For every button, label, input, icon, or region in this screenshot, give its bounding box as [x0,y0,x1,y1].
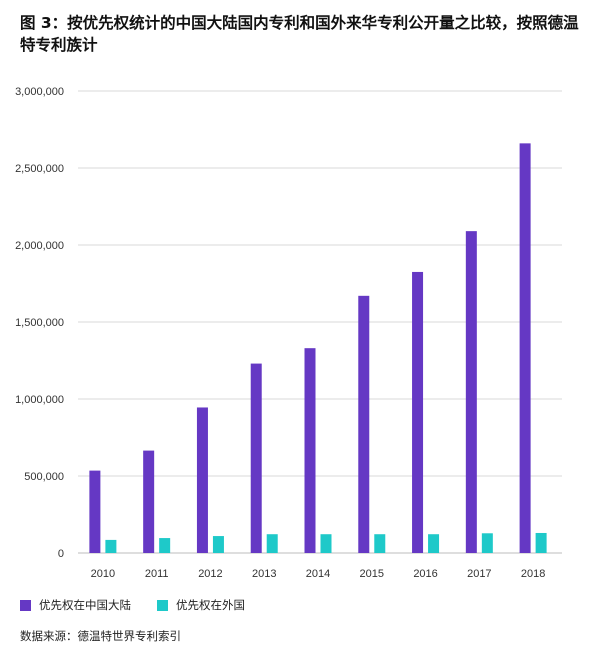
y-tick-label: 0 [58,548,64,560]
gridlines [78,90,562,554]
chart-legend: 优先权在中国大陆 优先权在外国 [20,597,271,613]
bar-domestic-2011 [143,450,155,553]
bar-foreign-2010 [105,539,117,553]
y-tick-label: 1,000,000 [15,394,64,406]
y-tick-label: 2,000,000 [15,240,64,252]
bar-domestic-2017 [465,231,477,553]
bar-chart: 0 500,000 1,000,000 1,500,000 2,000,000 2,500… [15,86,562,580]
bar-foreign-2018 [535,532,547,553]
y-tick-label: 1,500,000 [15,317,64,329]
legend-item-foreign: 优先权在外国 [157,597,245,613]
legend-swatch-domestic [20,599,31,611]
y-tick-label: 2,500,000 [15,163,64,175]
bar-domestic-2010 [89,470,101,553]
bar-domestic-2014 [304,348,316,553]
legend-label-foreign: 优先权在外国 [176,598,245,612]
x-tick-label: 2018 [521,568,545,580]
bar-foreign-2014 [320,534,332,553]
bar-foreign-2016 [428,534,440,553]
bar-domestic-2013 [250,363,262,553]
x-tick-label: 2016 [413,568,437,580]
x-tick-label: 2013 [252,568,276,580]
chart-title: 图 3：按优先权统计的中国大陆国内专利和国外来华专利公开量之比较，按照德温特专利… [20,14,579,54]
bar-foreign-2013 [266,534,278,553]
legend-swatch-foreign [157,599,168,611]
legend-item-domestic: 优先权在中国大陆 [20,597,131,613]
data-source-note: 数据来源：德温特世界专利索引 [20,629,181,643]
bar-foreign-2011 [159,538,171,553]
x-axis-tick-labels: 2010 2011 2012 2013 2014 2015 2016 2017 2018 [91,568,546,580]
y-axis-tick-labels: 0 500,000 1,000,000 1,500,000 2,000,000 2,500… [15,86,64,560]
y-tick-label: 500,000 [24,471,64,483]
bar-domestic-2015 [358,295,370,553]
x-tick-label: 2010 [91,568,115,580]
bar-foreign-2012 [212,536,224,553]
legend-label-domestic: 优先权在中国大陆 [39,598,131,612]
x-tick-label: 2014 [306,568,330,580]
x-tick-label: 2017 [467,568,491,580]
x-tick-label: 2015 [360,568,384,580]
bar-foreign-2015 [374,534,386,553]
x-tick-label: 2012 [198,568,222,580]
bar-domestic-2012 [196,407,208,553]
y-tick-label: 3,000,000 [15,86,64,98]
bar-foreign-2017 [481,533,493,553]
bar-domestic-2016 [412,271,424,553]
x-tick-label: 2011 [145,568,169,580]
bars [89,143,547,554]
bar-domestic-2018 [519,143,531,554]
